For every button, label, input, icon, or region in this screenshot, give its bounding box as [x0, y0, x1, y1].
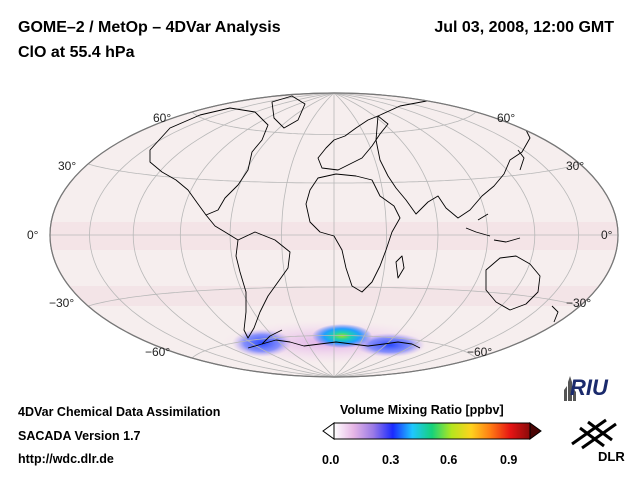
parallel-line: [191, 111, 477, 136]
colorbar-tick-2: 0.6: [440, 453, 458, 467]
coast-new-zealand: [551, 305, 559, 323]
map-subtitle: ClO at 55.4 hPa: [18, 44, 135, 61]
clo-enhancement-core: [312, 324, 372, 348]
colorbar-tick-3: 0.9: [500, 453, 518, 467]
coast-greenland: [271, 95, 306, 129]
colorbar-arrow-right: [529, 422, 542, 440]
dlr-logo: DLR: [598, 449, 625, 464]
coast-central-america: [205, 214, 239, 241]
lat-label-left-minus60: −60°: [145, 345, 171, 359]
coast-madagascar: [395, 255, 405, 279]
colorbar-tick-1: 0.3: [382, 453, 400, 467]
parallel-line: [87, 163, 581, 184]
lat-label-left-60: 60°: [153, 111, 172, 125]
riu-logo: RIU: [570, 375, 608, 400]
lat-label-right-60: 60°: [497, 111, 516, 125]
colorbar-scale: [333, 422, 531, 440]
lat-label-left-30: 30°: [58, 159, 77, 173]
lat-label-right-minus60: −60°: [467, 345, 493, 359]
map-outline: [49, 92, 619, 378]
colorbar-title: Volume Mixing Ratio [ppbv]: [340, 403, 504, 417]
lat-label-right-0: 0°: [601, 228, 613, 242]
footer-link[interactable]: http://wdc.dlr.de: [18, 452, 114, 466]
coast-north-america: [149, 107, 269, 216]
coast-antarctica: [247, 339, 421, 349]
graticule: [50, 93, 618, 377]
lat-label-left-0: 0°: [27, 228, 39, 242]
coast-south-america: [235, 231, 291, 339]
footer-line-2: SACADA Version 1.7: [18, 429, 141, 443]
lat-label-right-minus30: −30°: [566, 296, 592, 310]
coast-indonesia: [465, 213, 521, 243]
map-title: GOME–2 / MetOp – 4DVar Analysis: [18, 19, 281, 36]
coast-australia: [485, 255, 541, 311]
parallel-line: [191, 334, 477, 359]
coast-antarctic-peninsula: [261, 329, 283, 345]
lat-label-right-30: 30°: [566, 159, 585, 173]
lat-label-left-minus30: −30°: [49, 296, 75, 310]
colorbar: [322, 422, 542, 440]
map-datetime: Jul 03, 2008, 12:00 GMT: [434, 19, 614, 36]
coast-africa: [305, 173, 401, 293]
footer-line-1: 4DVar Chemical Data Assimilation: [18, 405, 221, 419]
coastlines: [149, 95, 559, 349]
coast-japan: [517, 149, 525, 171]
colorbar-tick-0: 0.0: [322, 453, 340, 467]
southern-midlat-band: [50, 286, 618, 306]
riu-tower-icon: [564, 376, 576, 401]
colorbar-arrow-left: [322, 422, 335, 440]
parallel-line: [87, 286, 581, 307]
dlr-logo-icon: [571, 418, 617, 450]
